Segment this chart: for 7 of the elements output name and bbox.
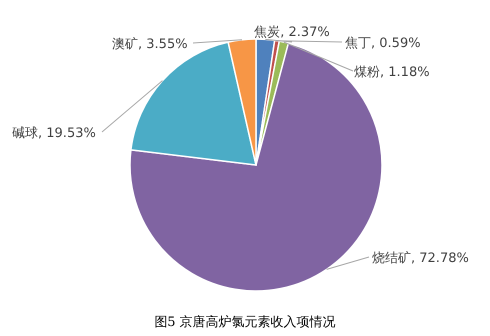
slice-label: 焦丁, 0.59% (345, 36, 421, 51)
slice-label: 碱球, 19.53% (12, 126, 96, 141)
slice-label: 烧结矿, 72.78% (372, 251, 469, 266)
slice-label: 煤粉, 1.18% (354, 65, 430, 80)
caption: 图5 京唐高炉氯元素收入项情况 (154, 314, 336, 330)
slice-label: 焦炭, 2.37% (254, 25, 330, 40)
slice-label: 澳矿, 3.55% (112, 37, 188, 52)
